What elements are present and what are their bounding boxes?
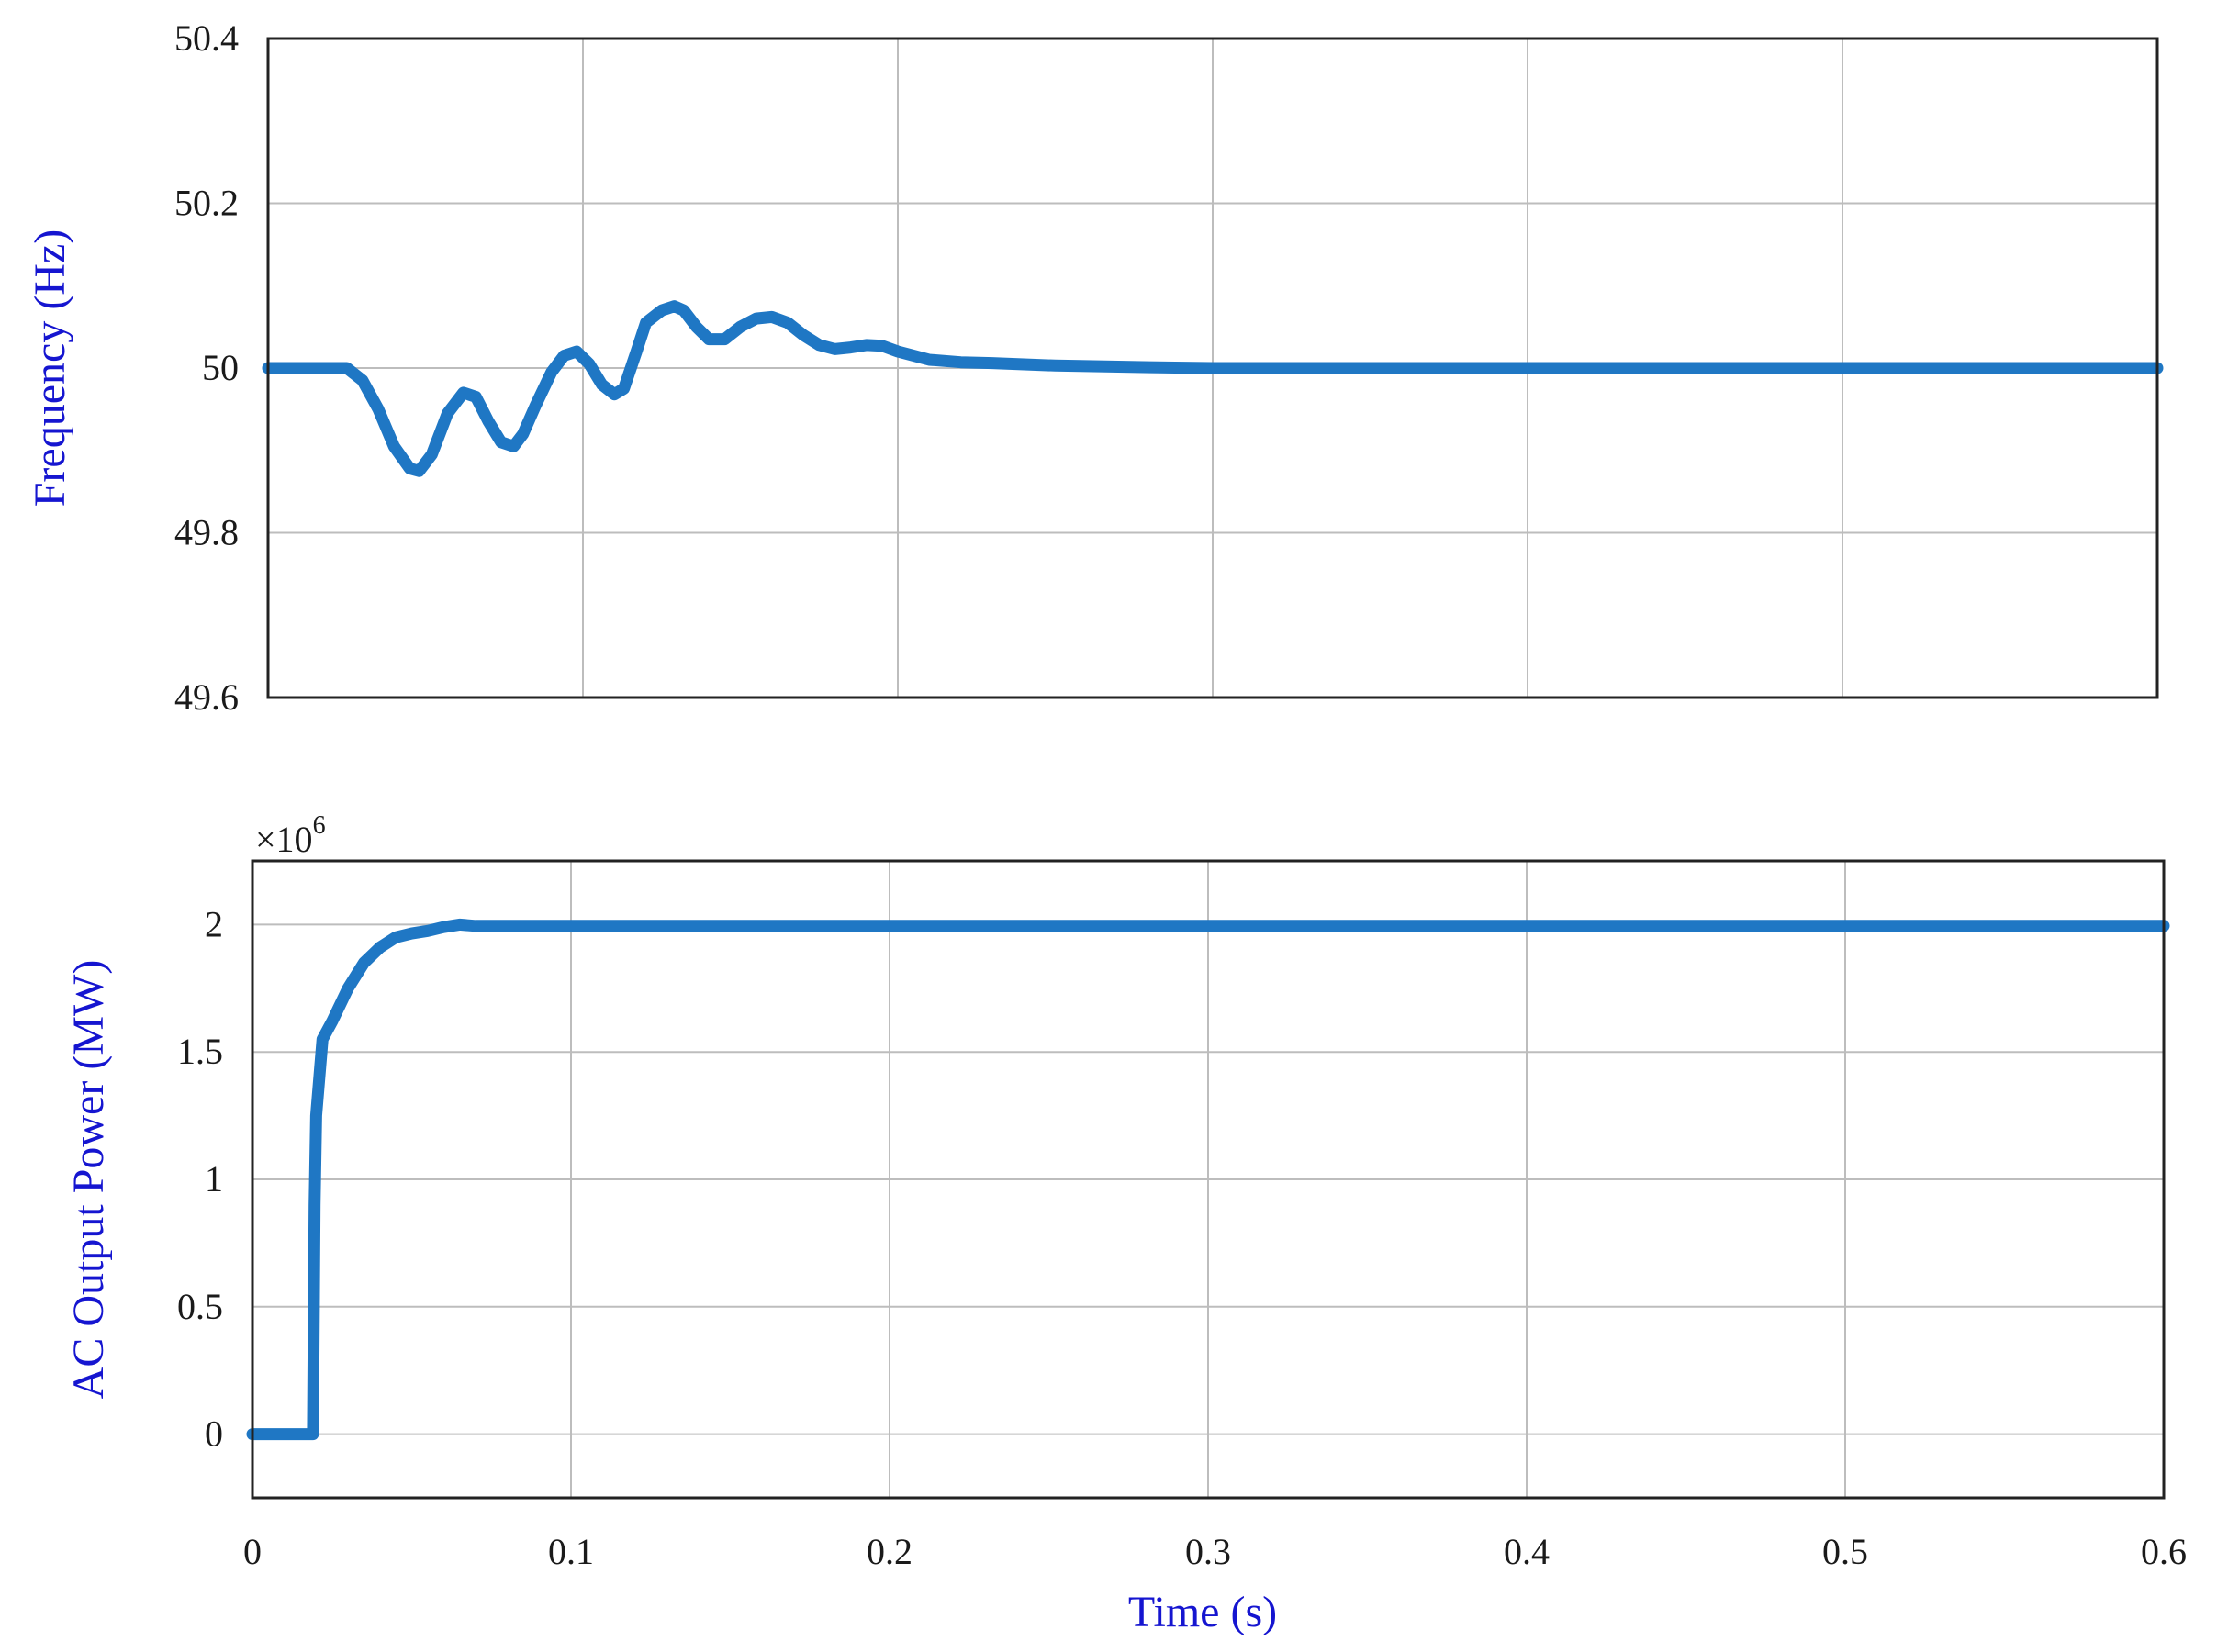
y-tick-label: 49.6 [174, 676, 239, 718]
y-tick-label: 1.5 [177, 1031, 223, 1072]
x-tick-label: 0.1 [548, 1531, 594, 1572]
power-axes-frame [251, 859, 2166, 1500]
y-tick-label: 1 [205, 1158, 223, 1200]
x-tick-label: 0 [243, 1531, 262, 1572]
y-tick-label: 0.5 [177, 1286, 223, 1327]
y-tick-label: 0 [205, 1413, 223, 1455]
time-x-axis-label: Time (s) [1128, 1588, 1277, 1636]
multiplier-base: ×10 [255, 819, 313, 860]
frequency-panel: 49.6 49.8 50 50.2 50.4 Frequency (Hz) [26, 17, 2164, 718]
power-grid [252, 861, 2164, 1498]
power-y-axis-label: AC Output Power (MW) [64, 960, 113, 1400]
frequency-y-tick-labels: 49.6 49.8 50 50.2 50.4 [174, 17, 239, 718]
power-panel: 0 0.5 1 1.5 2 0 0.1 0.2 0.3 0.4 0.5 0.6 AC Output … [64, 811, 2187, 1636]
x-tick-label: 0.3 [1185, 1531, 1231, 1572]
x-tick-label: 0.6 [2141, 1531, 2187, 1572]
x-tick-label: 0.5 [1822, 1531, 1868, 1572]
power-y-tick-labels: 0 0.5 1 1.5 2 [177, 903, 223, 1454]
time-x-tick-labels: 0 0.1 0.2 0.3 0.4 0.5 0.6 [243, 1531, 2187, 1572]
y-tick-label: 50.4 [174, 17, 239, 59]
frequency-y-axis-label: Frequency (Hz) [26, 229, 74, 508]
frequency-axes-frame [266, 37, 2159, 699]
y-tick-label: 50 [202, 347, 239, 388]
x-tick-label: 0.2 [867, 1531, 913, 1572]
power-y-multiplier: ×106 [255, 811, 326, 860]
x-tick-label: 0.4 [1504, 1531, 1550, 1572]
y-tick-label: 2 [205, 903, 223, 944]
frequency-series-line [262, 300, 2164, 477]
y-tick-label: 49.8 [174, 512, 239, 553]
multiplier-exponent: 6 [313, 811, 326, 840]
y-tick-label: 50.2 [174, 183, 239, 224]
power-series-line [246, 918, 2170, 1441]
